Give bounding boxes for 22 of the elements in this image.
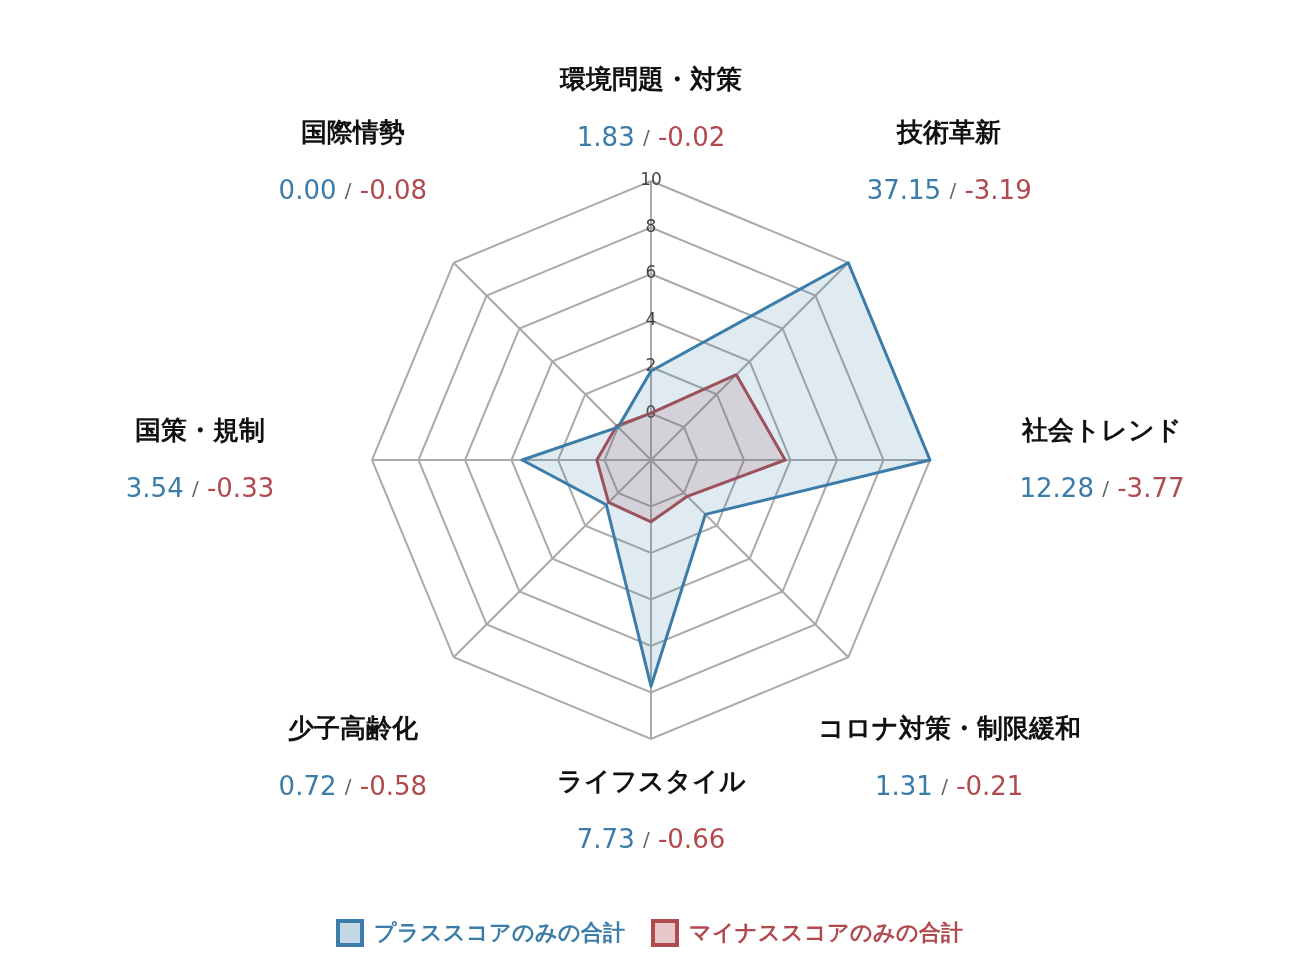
legend-label: マイナススコアのみの合計 bbox=[689, 919, 963, 947]
spoke-label: ライフスタイル bbox=[556, 765, 746, 796]
text: 12.28 / -3.77 bbox=[1019, 472, 1185, 503]
text: 0.00 / -0.08 bbox=[278, 174, 428, 205]
text: 1.31 / -0.21 bbox=[874, 770, 1024, 801]
spoke-label: 国策・規制 bbox=[135, 414, 265, 445]
spoke-label: コロナ対策・制限緩和 bbox=[817, 712, 1081, 743]
y-tick-label: 10 bbox=[640, 169, 662, 190]
spoke-label: 少子高齢化 bbox=[287, 712, 419, 743]
spoke-label: 環境問題・対策 bbox=[559, 63, 742, 94]
spoke-label: 国際情勢 bbox=[300, 116, 405, 147]
text: 1.83 / -0.02 bbox=[576, 121, 726, 152]
y-tick-label: 8 bbox=[645, 215, 657, 236]
spoke-label: 社会トレンド bbox=[1021, 414, 1182, 445]
legend-label: プラススコアのみの合計 bbox=[374, 919, 625, 947]
y-tick-label: 6 bbox=[645, 262, 657, 283]
spoke-label: 技術革新 bbox=[896, 116, 1002, 147]
text: 7.73 / -0.66 bbox=[576, 823, 726, 854]
y-tick-label: 4 bbox=[645, 308, 657, 329]
text: 3.54 / -0.33 bbox=[125, 472, 275, 503]
text: 0.72 / -0.58 bbox=[278, 770, 428, 801]
text: 37.15 / -3.19 bbox=[866, 174, 1032, 205]
